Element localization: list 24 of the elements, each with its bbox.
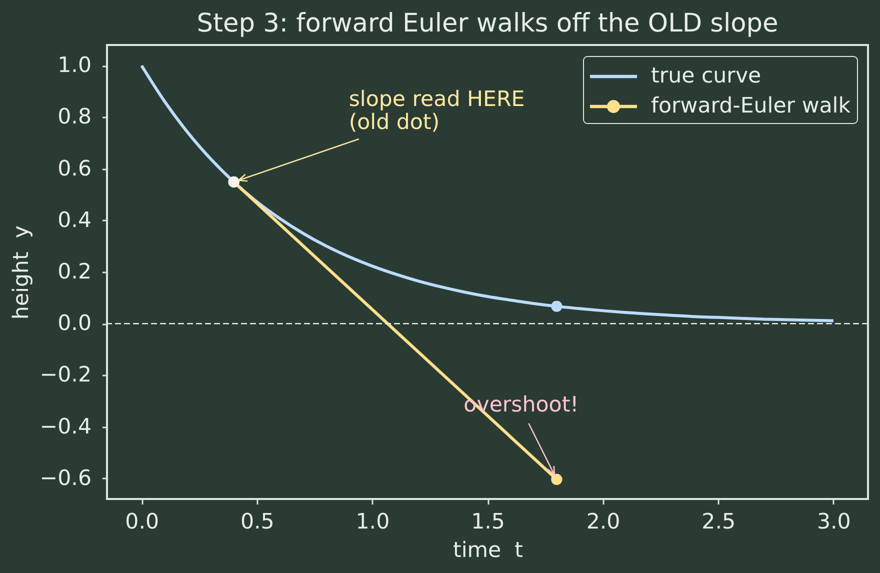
x-tick-label: 0.0 <box>125 510 160 534</box>
x-tick-label: 1.5 <box>471 510 505 534</box>
x-tick-label: 0.5 <box>240 510 274 534</box>
x-tick-label: 2.5 <box>702 510 736 534</box>
point <box>551 300 562 312</box>
y-tick-label: 0.2 <box>58 260 92 284</box>
y-tick-label: 0.0 <box>58 311 92 336</box>
x-axis-title: time t <box>452 538 524 563</box>
y-tick-label: −0.4 <box>40 414 92 440</box>
chart-title: Step 3: forward Euler walks off the OLD slope <box>196 8 778 38</box>
annotation: slope read HERE (old dot) <box>348 86 525 135</box>
point <box>551 474 562 485</box>
y-tick-label: 1.0 <box>58 53 92 78</box>
x-tick-label: 1.0 <box>356 510 390 534</box>
y-tick-label: 0.8 <box>58 104 92 130</box>
y-axis-title: height y <box>8 225 34 320</box>
y-tick-label: 0.4 <box>58 208 92 233</box>
x-tick-label: 3.0 <box>816 510 851 534</box>
y-tick-label: 0.6 <box>58 156 92 182</box>
y-tick-label: −0.2 <box>40 362 92 388</box>
x-tick-label: 2.0 <box>586 510 620 534</box>
y-tick-label: −0.6 <box>40 466 92 491</box>
legend-label: true curve <box>651 64 762 88</box>
legend-label: forward-Euler walk <box>651 94 852 118</box>
